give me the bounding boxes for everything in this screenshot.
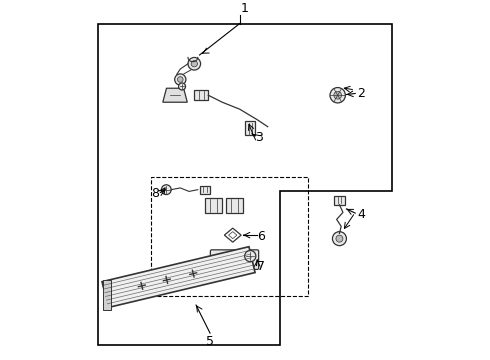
Circle shape [332,231,346,246]
Circle shape [177,77,183,82]
Circle shape [336,235,343,242]
Text: 6: 6 [257,230,265,243]
Circle shape [191,60,197,67]
Text: 4: 4 [357,208,365,221]
Circle shape [330,87,345,103]
Circle shape [245,256,252,263]
Circle shape [224,256,231,263]
Bar [226,198,243,213]
Text: 8: 8 [151,187,159,200]
Circle shape [188,58,200,70]
Text: 5: 5 [206,335,214,348]
FancyBboxPatch shape [210,250,259,269]
Bar [194,90,208,100]
Text: 7: 7 [257,260,265,273]
Circle shape [214,256,220,263]
Bar [150,177,308,296]
Circle shape [175,74,186,85]
Bar [245,121,255,135]
Circle shape [235,256,242,263]
Polygon shape [163,88,187,102]
Bar [103,280,111,310]
Text: 3: 3 [255,131,263,144]
Circle shape [334,91,342,99]
Circle shape [161,185,171,194]
Bar [199,186,210,194]
Circle shape [245,251,256,262]
Polygon shape [102,247,255,307]
Text: 1: 1 [241,2,249,15]
Bar [334,196,345,204]
Circle shape [178,83,186,90]
Text: 2: 2 [357,87,365,100]
Bar [205,198,222,213]
